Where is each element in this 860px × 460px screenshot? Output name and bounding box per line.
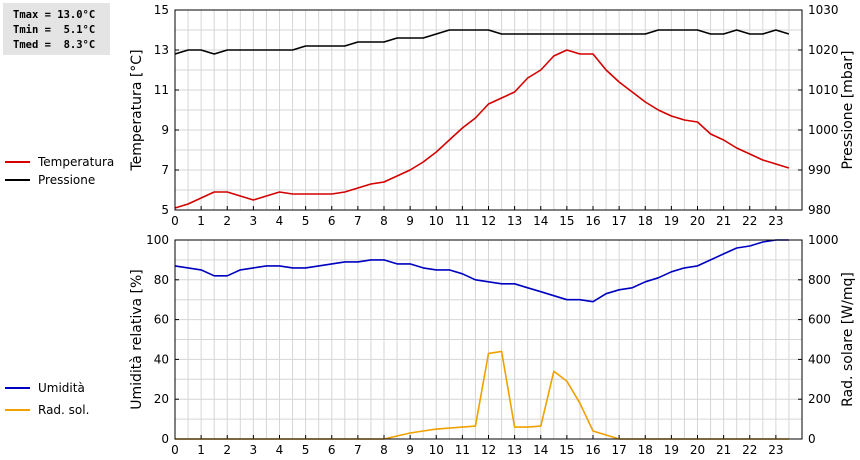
stats-box: Tmax = 13.0°C Tmin = 5.1°C Tmed = 8.3°C bbox=[3, 3, 110, 55]
x-tick-label: 11 bbox=[455, 443, 470, 457]
x-tick-label: 9 bbox=[406, 443, 414, 457]
y-tick-label: 13 bbox=[154, 43, 169, 57]
y-tick-label: 5 bbox=[161, 203, 169, 217]
x-tick-label: 18 bbox=[638, 214, 653, 228]
x-tick-label: 3 bbox=[250, 443, 258, 457]
x-tick-label: 4 bbox=[276, 443, 284, 457]
y-tick-label: 0 bbox=[161, 432, 169, 446]
x-tick-label: 2 bbox=[223, 214, 231, 228]
x-tick-label: 6 bbox=[328, 214, 336, 228]
x-tick-label: 17 bbox=[611, 443, 626, 457]
legend-label: Rad. sol. bbox=[38, 403, 89, 417]
x-tick-label: 11 bbox=[455, 214, 470, 228]
chart-panel-2 bbox=[5, 239, 803, 440]
y2-axis-label: Rad. solare [W/mq] bbox=[840, 272, 856, 407]
y2-tick-label: 990 bbox=[808, 163, 831, 177]
x-tick-label: 10 bbox=[429, 214, 444, 228]
y2-tick-label: 1030 bbox=[808, 3, 839, 17]
y-tick-label: 9 bbox=[161, 123, 169, 137]
chart-panel-1 bbox=[5, 9, 803, 211]
x-tick-label: 16 bbox=[585, 443, 600, 457]
y-tick-label: 20 bbox=[154, 392, 169, 406]
y2-tick-label: 1020 bbox=[808, 43, 839, 57]
x-tick-label: 2 bbox=[223, 443, 231, 457]
y-tick-label: 11 bbox=[154, 83, 169, 97]
x-tick-label: 23 bbox=[768, 443, 783, 457]
series-line-umidit- bbox=[174, 239, 789, 303]
y-tick-label: 100 bbox=[146, 233, 169, 247]
x-tick-label: 20 bbox=[690, 214, 705, 228]
legend-label: Pressione bbox=[38, 173, 95, 187]
x-tick-label: 14 bbox=[533, 443, 548, 457]
x-tick-label: 23 bbox=[768, 214, 783, 228]
tmed-label: Tmed = 8.3°C bbox=[13, 39, 96, 51]
x-tick-label: 1 bbox=[197, 443, 205, 457]
x-tick-label: 6 bbox=[328, 443, 336, 457]
y2-tick-label: 600 bbox=[808, 313, 831, 327]
x-tick-label: 17 bbox=[611, 214, 626, 228]
x-tick-label: 16 bbox=[585, 214, 600, 228]
x-tick-label: 20 bbox=[690, 443, 705, 457]
y-axis-label: Umidità relativa [%] bbox=[129, 269, 145, 410]
y-tick-label: 60 bbox=[154, 313, 169, 327]
y-tick-label: 80 bbox=[154, 273, 169, 287]
x-tick-label: 5 bbox=[302, 214, 310, 228]
y2-tick-label: 1000 bbox=[808, 233, 839, 247]
tmax-label: Tmax = 13.0°C bbox=[13, 9, 96, 21]
y2-tick-label: 1010 bbox=[808, 83, 839, 97]
x-tick-label: 15 bbox=[559, 443, 574, 457]
x-tick-label: 22 bbox=[742, 443, 757, 457]
plot-frame bbox=[174, 9, 803, 211]
x-tick-label: 19 bbox=[664, 214, 679, 228]
x-tick-label: 18 bbox=[638, 443, 653, 457]
x-tick-label: 5 bbox=[302, 443, 310, 457]
x-tick-label: 12 bbox=[481, 214, 496, 228]
y-tick-label: 15 bbox=[154, 3, 169, 17]
y2-tick-label: 200 bbox=[808, 392, 831, 406]
series-line-rad-sol- bbox=[175, 350, 789, 440]
series-line-pressione bbox=[174, 29, 790, 55]
tmin-label: Tmin = 5.1°C bbox=[13, 24, 96, 36]
y2-tick-label: 400 bbox=[808, 352, 831, 366]
x-tick-label: 8 bbox=[380, 443, 388, 457]
x-tick-label: 3 bbox=[250, 214, 258, 228]
x-tick-label: 0 bbox=[171, 214, 179, 228]
x-tick-label: 21 bbox=[716, 214, 731, 228]
x-tick-label: 14 bbox=[533, 214, 548, 228]
series-line-temperatura bbox=[174, 49, 790, 209]
y2-tick-label: 800 bbox=[808, 273, 831, 287]
x-tick-label: 4 bbox=[276, 214, 284, 228]
x-tick-label: 21 bbox=[716, 443, 731, 457]
x-tick-label: 7 bbox=[354, 214, 362, 228]
y2-tick-label: 980 bbox=[808, 203, 831, 217]
x-tick-label: 8 bbox=[380, 214, 388, 228]
y2-axis-label: Pressione [mbar] bbox=[840, 50, 856, 169]
x-tick-label: 19 bbox=[664, 443, 679, 457]
legend-label: Umidità bbox=[38, 381, 85, 395]
x-tick-label: 0 bbox=[171, 443, 179, 457]
x-tick-label: 12 bbox=[481, 443, 496, 457]
y-tick-label: 40 bbox=[154, 352, 169, 366]
x-tick-label: 22 bbox=[742, 214, 757, 228]
x-tick-label: 1 bbox=[197, 214, 205, 228]
x-tick-label: 10 bbox=[429, 443, 444, 457]
y-tick-label: 7 bbox=[161, 163, 169, 177]
plot-frame bbox=[174, 239, 803, 440]
x-tick-label: 9 bbox=[406, 214, 414, 228]
y-axis-label: Temperatura [°C] bbox=[129, 49, 145, 171]
x-tick-label: 15 bbox=[559, 214, 574, 228]
legend-label: Temperatura bbox=[37, 155, 114, 169]
y2-tick-label: 1000 bbox=[808, 123, 839, 137]
x-tick-label: 7 bbox=[354, 443, 362, 457]
y2-tick-label: 0 bbox=[808, 432, 816, 446]
x-tick-label: 13 bbox=[507, 214, 522, 228]
x-tick-label: 13 bbox=[507, 443, 522, 457]
